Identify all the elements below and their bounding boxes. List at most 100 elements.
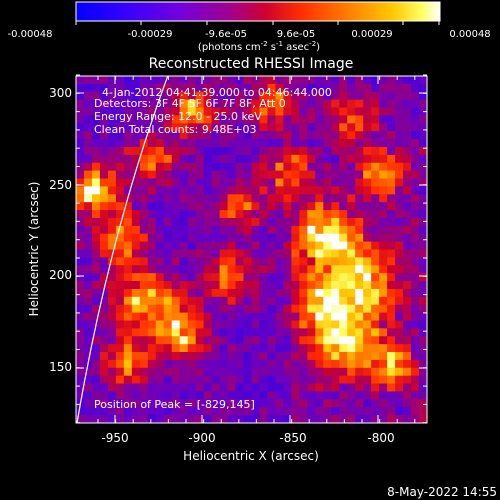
heatmap-pixel <box>419 320 427 329</box>
heatmap-pixel <box>163 304 173 314</box>
heatmap-pixel <box>211 249 221 258</box>
heatmap-pixel <box>283 383 292 393</box>
heatmap-pixel <box>299 288 308 298</box>
heatmap-pixel <box>395 375 404 385</box>
heatmap-pixel <box>131 375 141 385</box>
heatmap-pixel <box>291 241 300 251</box>
heatmap-pixel <box>283 288 292 298</box>
heatmap-pixel <box>323 76 332 85</box>
heatmap-pixel <box>323 115 332 124</box>
heatmap-pixel <box>251 304 261 314</box>
heatmap-pixel <box>307 139 316 148</box>
heatmap-pixel <box>171 415 181 423</box>
heatmap-pixel <box>76 352 85 361</box>
heatmap-pixel <box>275 107 285 117</box>
heatmap-pixel <box>163 123 173 132</box>
heatmap-pixel <box>171 296 181 306</box>
heatmap-pixel <box>115 202 125 211</box>
heatmap-pixel <box>403 233 412 243</box>
heatmap-pixel <box>251 162 261 172</box>
heatmap-pixel <box>323 131 332 140</box>
heatmap-pixel <box>243 225 253 235</box>
heatmap-pixel <box>155 131 165 140</box>
heatmap-pixel <box>155 107 165 117</box>
heatmap-pixel <box>395 217 404 227</box>
heatmap-pixel <box>387 178 396 188</box>
heatmap-pixel <box>99 328 109 337</box>
heatmap-pixel <box>163 320 173 329</box>
heatmap-pixel <box>107 320 117 329</box>
heatmap-pixel <box>387 265 396 274</box>
heatmap-pixel <box>251 415 261 423</box>
heatmap-pixel <box>331 162 340 172</box>
heatmap-pixel <box>131 352 141 361</box>
heatmap-pixel <box>187 399 197 408</box>
heatmap-pixel <box>99 367 109 377</box>
heatmap-pixel <box>387 257 396 266</box>
heatmap-pixel <box>347 312 356 322</box>
heatmap-pixel <box>363 320 372 329</box>
heatmap-pixel <box>275 328 285 337</box>
heatmap-pixel <box>355 328 364 337</box>
heatmap-pixel <box>283 194 292 203</box>
heatmap-pixel <box>243 115 253 124</box>
heatmap-pixel <box>107 139 117 148</box>
heatmap-pixel <box>419 241 427 251</box>
heatmap-pixel <box>323 265 332 274</box>
heatmap-pixel <box>91 241 101 251</box>
heatmap-pixel <box>331 146 340 156</box>
heatmap-pixel <box>331 99 340 109</box>
heatmap-pixel <box>307 399 316 408</box>
heatmap-pixel <box>331 131 340 140</box>
heatmap-pixel <box>179 281 189 290</box>
heatmap-pixel <box>203 312 213 322</box>
heatmap-pixel <box>115 91 125 101</box>
heatmap-pixel <box>395 131 404 140</box>
heatmap-pixel <box>355 225 364 235</box>
heatmap-pixel <box>411 91 420 101</box>
heatmap-pixel <box>275 407 285 416</box>
heatmap-pixel <box>363 123 372 132</box>
heatmap-pixel <box>243 399 253 408</box>
heatmap-pixel <box>275 257 285 266</box>
heatmap-pixel <box>187 273 197 282</box>
heatmap-pixel <box>115 296 125 306</box>
heatmap-pixel <box>131 186 141 195</box>
heatmap-pixel <box>411 217 420 227</box>
heatmap-pixel <box>195 391 205 400</box>
heatmap-pixel <box>371 91 380 101</box>
heatmap-pixel <box>83 391 93 400</box>
heatmap-pixel <box>387 83 396 93</box>
heatmap-pixel <box>371 83 380 93</box>
heatmap-pixel <box>371 407 380 416</box>
heatmap-pixel <box>203 194 213 203</box>
heatmap-pixel <box>275 249 285 258</box>
heatmap-pixel <box>219 336 229 345</box>
heatmap-pixel <box>235 328 245 337</box>
heatmap-pixel <box>99 257 109 266</box>
heatmap-pixel <box>251 241 261 251</box>
heatmap-pixel <box>363 241 372 251</box>
heatmap-pixel <box>171 312 181 322</box>
heatmap-pixel <box>275 115 285 124</box>
heatmap-pixel <box>147 407 157 416</box>
heatmap-pixel <box>147 225 157 235</box>
colorbar-tick-label: 0.00029 <box>351 29 392 40</box>
heatmap-pixel <box>131 296 141 306</box>
heatmap-pixel <box>307 359 316 369</box>
heatmap-pixel <box>115 162 125 172</box>
heatmap-pixel <box>291 225 300 235</box>
heatmap-pixel <box>379 265 388 274</box>
heatmap-pixel <box>76 123 85 132</box>
heatmap-pixel <box>411 391 420 400</box>
heatmap-pixel <box>283 202 292 211</box>
heatmap-pixel <box>179 162 189 172</box>
heatmap-pixel <box>163 202 173 211</box>
heatmap-pixel <box>411 178 420 188</box>
heatmap-pixel <box>371 296 380 306</box>
heatmap-pixel <box>291 178 300 188</box>
heatmap-pixel <box>259 186 269 195</box>
heatmap-pixel <box>155 328 165 337</box>
heatmap-pixel <box>187 225 197 235</box>
heatmap-pixel <box>355 217 364 227</box>
